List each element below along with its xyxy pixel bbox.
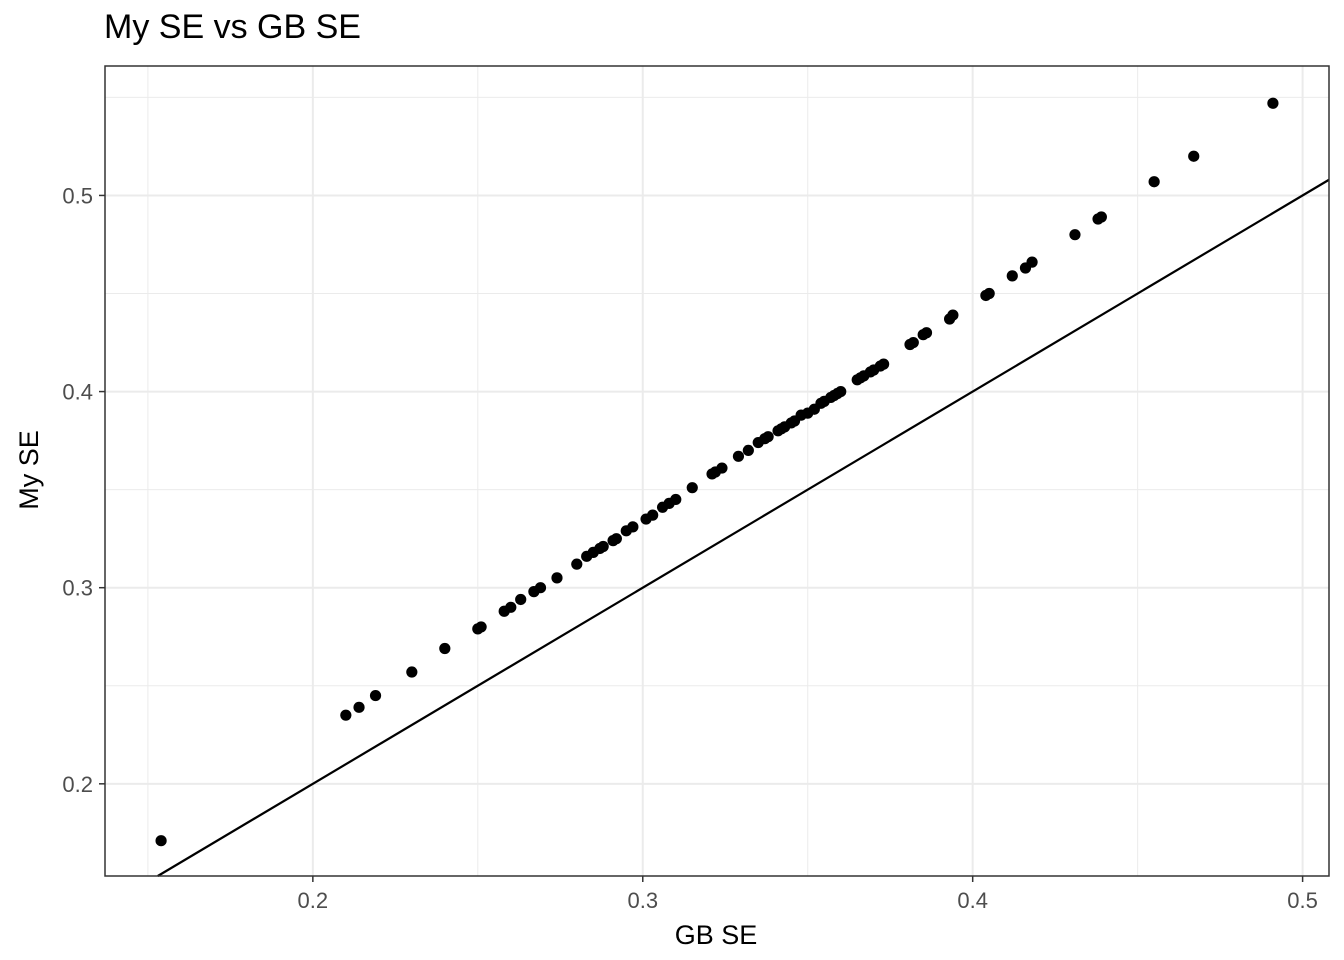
chart-title: My SE vs GB SE bbox=[104, 8, 361, 46]
data-point bbox=[1069, 229, 1081, 241]
data-point bbox=[505, 601, 517, 613]
data-point bbox=[947, 309, 959, 321]
data-point bbox=[610, 533, 622, 545]
panel-border bbox=[104, 65, 1330, 877]
data-point bbox=[742, 444, 754, 457]
data-point bbox=[732, 450, 745, 462]
y-axis-title: My SE bbox=[14, 430, 44, 510]
data-point bbox=[647, 509, 659, 521]
data-point bbox=[1148, 176, 1160, 188]
data-point bbox=[835, 385, 847, 398]
reference-line-layer bbox=[157, 178, 1330, 877]
data-point bbox=[1188, 150, 1200, 162]
data-point bbox=[983, 287, 995, 300]
x-axis-ticks: 0.2 0.3 0.4 0.5 bbox=[298, 876, 1318, 913]
data-point bbox=[907, 336, 919, 349]
data-point bbox=[551, 572, 563, 584]
x-tick-label: 0.3 bbox=[627, 888, 658, 913]
y-tick-label: 0.2 bbox=[62, 772, 93, 797]
data-point bbox=[1095, 211, 1107, 223]
x-axis-title: GB SE bbox=[675, 920, 758, 950]
minor-gridlines bbox=[105, 66, 1329, 876]
data-point bbox=[597, 540, 609, 553]
data-point bbox=[627, 521, 639, 533]
data-point bbox=[406, 666, 418, 678]
data-point bbox=[534, 582, 547, 594]
data-point bbox=[716, 462, 728, 474]
data-point bbox=[1267, 97, 1279, 109]
data-point bbox=[1026, 256, 1038, 268]
data-point bbox=[369, 689, 382, 702]
identity-line bbox=[157, 178, 1330, 877]
y-tick-label: 0.4 bbox=[62, 380, 93, 405]
data-point bbox=[340, 709, 352, 721]
data-point bbox=[439, 642, 451, 655]
y-axis-ticks: 0.2 0.3 0.4 0.5 bbox=[62, 183, 105, 797]
x-tick-label: 0.2 bbox=[298, 888, 329, 913]
data-point bbox=[571, 558, 583, 570]
data-point bbox=[762, 431, 774, 443]
data-point bbox=[353, 701, 365, 713]
y-tick-label: 0.5 bbox=[62, 183, 93, 208]
data-point bbox=[515, 593, 527, 606]
x-tick-label: 0.4 bbox=[957, 888, 988, 913]
data-point bbox=[475, 621, 487, 633]
data-point bbox=[878, 358, 890, 370]
data-points bbox=[155, 97, 1279, 847]
data-point bbox=[155, 835, 167, 847]
y-tick-label: 0.3 bbox=[62, 576, 93, 601]
data-point bbox=[670, 493, 682, 506]
major-gridlines bbox=[105, 66, 1329, 876]
data-point bbox=[1006, 270, 1018, 282]
data-point bbox=[686, 482, 698, 494]
x-tick-label: 0.5 bbox=[1287, 888, 1318, 913]
data-point bbox=[920, 327, 933, 339]
